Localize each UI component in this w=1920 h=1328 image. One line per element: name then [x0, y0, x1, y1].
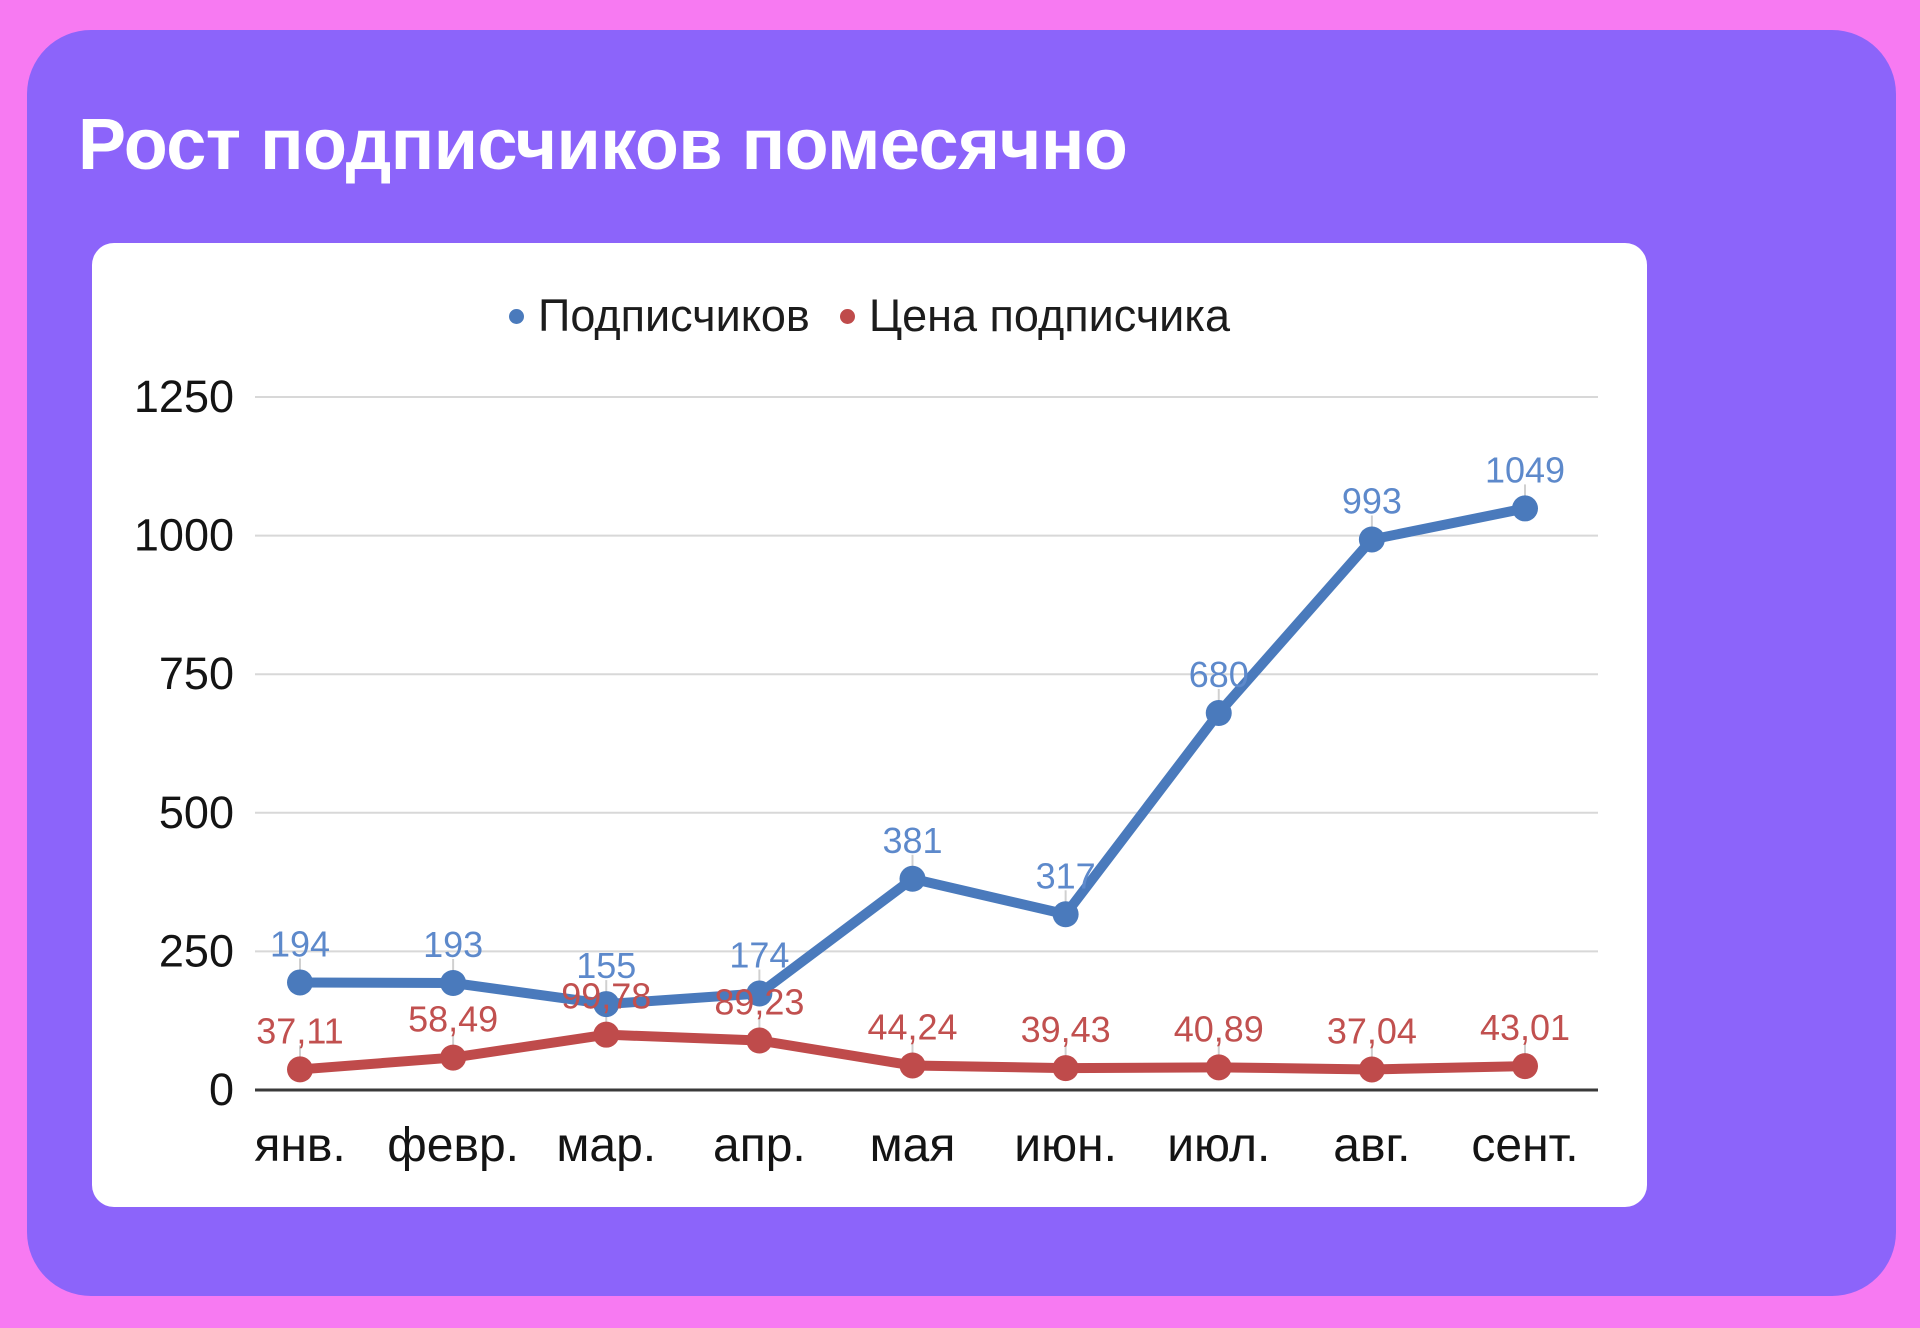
data-label-1-5: 39,43: [1021, 1009, 1111, 1050]
data-point-0-6: [1205, 700, 1232, 727]
data-point-1-3: [746, 1027, 773, 1054]
y-tick-label: 0: [209, 1064, 234, 1115]
x-tick-label: сент.: [1471, 1119, 1578, 1172]
data-point-0-2: [593, 991, 620, 1018]
data-label-1-2: 99,78: [561, 976, 651, 1017]
x-tick-label: апр.: [713, 1119, 806, 1172]
data-point-0-0: [287, 969, 313, 996]
data-point-1-2: [593, 1021, 620, 1048]
data-point-0-4: [899, 865, 926, 892]
data-point-1-0: [287, 1056, 313, 1083]
data-label-1-4: 44,24: [867, 1006, 957, 1047]
data-label-0-6: 680: [1189, 654, 1249, 695]
data-label-0-0: 194: [270, 923, 330, 964]
data-label-0-1: 193: [423, 924, 483, 965]
data-label-1-7: 37,04: [1327, 1010, 1417, 1051]
x-tick-label: мар.: [556, 1119, 656, 1172]
data-label-0-8: 1049: [1485, 449, 1565, 490]
data-point-1-1: [440, 1044, 467, 1071]
data-point-1-8: [1512, 1053, 1538, 1080]
data-label-1-3: 89,23: [714, 982, 804, 1023]
x-tick-label: мая: [870, 1119, 956, 1172]
data-label-1-0: 37,11: [256, 1010, 343, 1051]
y-tick-label: 250: [159, 925, 234, 976]
data-point-0-8: [1512, 495, 1538, 522]
data-point-1-6: [1205, 1054, 1232, 1081]
data-label-0-7: 993: [1342, 480, 1402, 521]
line-chart: 0 250 500 750 1000 1250 янв. февр. мар. апр. мая ию…: [134, 371, 1598, 1172]
y-tick-label: 1000: [134, 510, 234, 561]
data-point-1-5: [1052, 1055, 1079, 1082]
y-tick-label: 750: [159, 648, 234, 699]
chart-card: 0 250 500 750 1000 1250 янв. февр. мар. апр. мая ию…: [92, 243, 1647, 1207]
x-tick-label: июл.: [1167, 1119, 1270, 1172]
data-label-0-5: 317: [1036, 855, 1096, 896]
x-tick-label: февр.: [387, 1119, 519, 1172]
data-label-0-4: 381: [882, 820, 942, 861]
data-label-1-8: 43,01: [1480, 1007, 1570, 1048]
data-label-0-2: 155: [576, 945, 636, 986]
data-point-0-3: [746, 980, 773, 1007]
slide-panel: Рост подписчиков помесячно 0 250 500 750 100…: [27, 30, 1896, 1296]
y-tick-label: 500: [159, 787, 234, 838]
data-point-0-1: [440, 970, 467, 997]
data-point-0-5: [1052, 901, 1079, 928]
y-tick-label: 1250: [134, 371, 234, 422]
x-tick-label: авг.: [1333, 1119, 1410, 1172]
x-tick-label: янв.: [254, 1119, 345, 1172]
x-tick-label: июн.: [1014, 1119, 1117, 1172]
data-label-1-6: 40,89: [1174, 1008, 1264, 1049]
data-label-0-3: 174: [729, 935, 789, 976]
data-point-1-7: [1358, 1056, 1385, 1083]
data-point-1-4: [899, 1052, 926, 1079]
series-line-0: [295, 503, 1530, 1010]
data-label-1-1: 58,49: [408, 999, 498, 1040]
data-point-0-7: [1358, 526, 1385, 553]
page-title: Рост подписчиков помесячно: [78, 105, 1128, 185]
